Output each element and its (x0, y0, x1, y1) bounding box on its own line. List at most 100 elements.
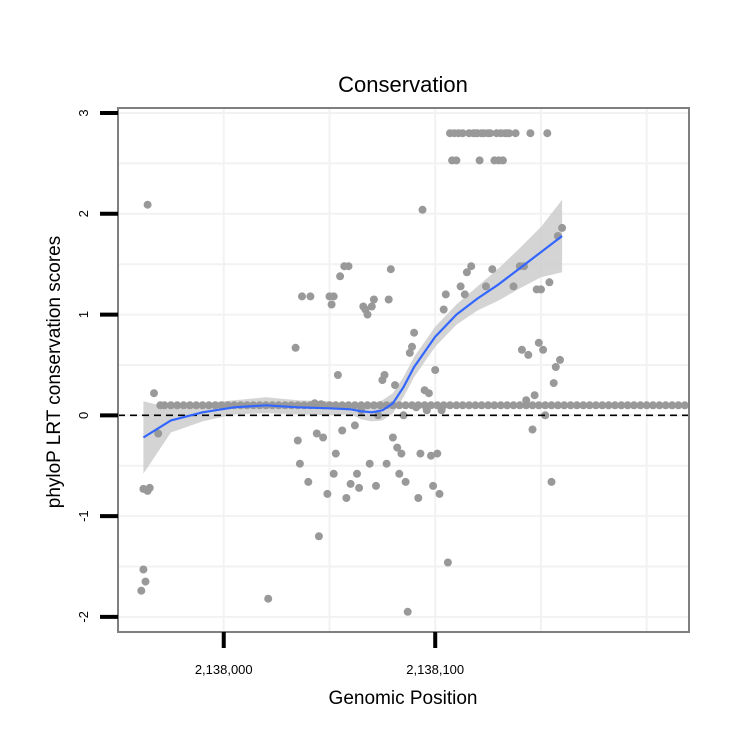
data-point (333, 371, 342, 379)
data-point (365, 459, 374, 468)
data-point (344, 401, 353, 410)
data-point (498, 156, 507, 165)
data-point (376, 401, 385, 410)
data-point (553, 401, 562, 410)
data-point (543, 129, 552, 138)
data-point (405, 348, 414, 357)
data-point (403, 607, 412, 616)
data-point (166, 401, 175, 410)
data-point (435, 489, 444, 498)
data-point (319, 433, 328, 442)
data-point (391, 381, 399, 390)
data-point (486, 129, 495, 138)
data-point (509, 282, 518, 291)
data-point (475, 156, 484, 165)
data-point (446, 401, 454, 410)
data-point (314, 532, 323, 541)
data-point (173, 401, 182, 410)
data-point (160, 401, 169, 410)
y-tick-label: 3 (76, 109, 91, 116)
data-point (336, 272, 345, 281)
data-point (462, 268, 471, 277)
data-point (293, 436, 302, 445)
data-point (372, 481, 380, 490)
data-point (452, 401, 461, 410)
data-point (185, 401, 194, 410)
data-point (505, 129, 514, 138)
data-point (537, 285, 545, 294)
data-point (137, 586, 146, 595)
data-point (382, 459, 391, 468)
data-point (509, 401, 518, 410)
data-point (395, 469, 404, 478)
data-point (458, 129, 467, 138)
data-point (217, 401, 226, 410)
data-point (431, 366, 440, 374)
data-point (545, 278, 554, 287)
data-point (490, 401, 499, 410)
data-point (414, 494, 423, 502)
data-point (427, 451, 435, 460)
data-point (338, 426, 347, 435)
data-point (329, 469, 338, 478)
data-point (477, 401, 486, 410)
data-point (572, 401, 581, 410)
chart-title: Conservation (338, 72, 468, 97)
data-point (496, 401, 505, 410)
data-point (363, 310, 372, 319)
data-point (452, 156, 461, 165)
data-point (380, 371, 389, 379)
plot-frame (117, 107, 690, 633)
data-point (350, 401, 359, 410)
y-tick-label: 1 (76, 311, 91, 318)
data-point (323, 489, 332, 498)
data-point (642, 401, 651, 410)
smooth-trend-line (142, 235, 563, 439)
data-point (511, 129, 520, 138)
data-point (412, 403, 421, 412)
data-point (386, 265, 395, 274)
data-point (204, 401, 213, 410)
data-point (441, 290, 450, 299)
data-point (145, 483, 154, 492)
data-point (291, 343, 300, 352)
data-point (143, 200, 152, 209)
data-point (350, 421, 359, 430)
data-point (369, 401, 378, 410)
data-point (488, 265, 497, 274)
data-point (179, 401, 188, 410)
data-point (408, 342, 416, 351)
data-point (211, 401, 220, 410)
data-point (374, 411, 383, 420)
data-point (264, 594, 273, 603)
data-point (661, 401, 670, 410)
data-point (418, 205, 427, 214)
data-point (655, 401, 664, 410)
data-point (549, 379, 558, 388)
data-point (338, 401, 347, 410)
data-point (424, 389, 433, 398)
data-point (598, 401, 607, 410)
data-point (465, 401, 474, 410)
data-point (141, 577, 150, 586)
data-point (346, 479, 355, 488)
data-point (623, 401, 632, 410)
y-tick-label: 0 (76, 412, 91, 419)
data-point (539, 345, 548, 354)
data-point (331, 449, 340, 458)
data-point (150, 389, 158, 398)
data-point (556, 355, 564, 364)
data-point (460, 290, 469, 299)
y-axis-ticks: -2 -1 0 1 2 3 (76, 109, 118, 623)
data-point (585, 401, 594, 410)
data-point (503, 401, 512, 410)
data-point (369, 295, 378, 304)
data-point (192, 401, 201, 410)
data-point (298, 292, 306, 301)
data-point (528, 401, 537, 410)
data-point (649, 401, 657, 410)
data-point (471, 401, 480, 410)
data-point (558, 223, 567, 232)
